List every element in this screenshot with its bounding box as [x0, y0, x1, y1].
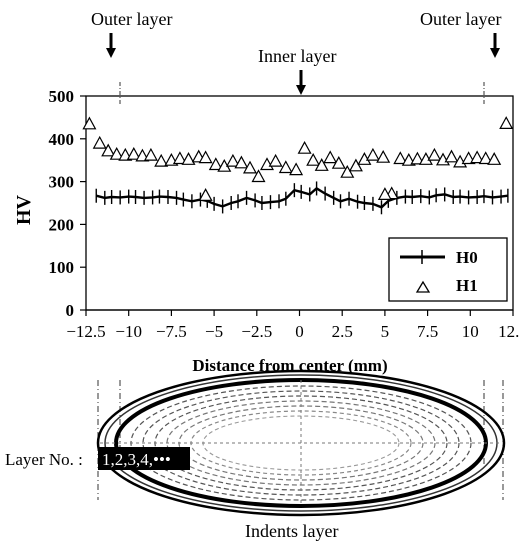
- legend: H0 H1: [388, 237, 508, 302]
- series-h1-point: [181, 152, 196, 165]
- x-tick-label: −2.5: [241, 322, 272, 341]
- series-h1-point: [82, 116, 97, 130]
- series-h1-point: [234, 155, 249, 169]
- indents-layer-label: Indents layer: [245, 521, 338, 541]
- x-tick-label: 5: [381, 322, 390, 341]
- layer-ellipse: [142, 390, 460, 496]
- x-tick-label: −7.5: [156, 322, 187, 341]
- series-h1-point: [172, 151, 187, 165]
- data-series: [82, 116, 514, 215]
- layer-no-highlight: [98, 447, 190, 470]
- y-tick-label: 500: [49, 87, 75, 106]
- series-h1-point: [306, 152, 321, 166]
- layer-ellipse: [96, 369, 506, 517]
- series-h1-point: [109, 146, 124, 160]
- series-h1-point: [331, 155, 346, 169]
- x-tick-label: −10: [115, 322, 142, 341]
- series-h1-point: [499, 116, 514, 129]
- legend-h0-label: H0: [456, 248, 478, 267]
- series-marker-point: [198, 188, 213, 201]
- series-h1-point: [365, 147, 380, 161]
- series-h1-point: [393, 151, 408, 165]
- x-tick-label: −12.5: [66, 322, 105, 341]
- series-h1-point: [348, 158, 363, 172]
- x-tick-label: 12.5: [498, 322, 519, 341]
- series-h1-point: [101, 143, 116, 157]
- x-axis-label: Distance from center (mm): [192, 356, 387, 375]
- series-h0-line: [95, 186, 509, 209]
- series-h1-point: [268, 153, 283, 167]
- x-tick-label: 10: [462, 322, 479, 341]
- y-tick-label: 300: [49, 173, 75, 192]
- series-h1-point: [323, 150, 338, 164]
- series-h1-point: [143, 147, 158, 161]
- axis-ticks: 0 100 200 300 400 500 −12.5 −10 −7.5 −5 −2.5 0 2.5 5 7…: [49, 87, 519, 341]
- series-h1-point: [289, 162, 304, 176]
- series-h1-point: [487, 152, 502, 165]
- x-tick-label: 7.5: [417, 322, 438, 341]
- x-tick-label: 0: [295, 322, 304, 341]
- series-h1-point: [242, 160, 258, 174]
- x-tick-label: −5: [205, 322, 223, 341]
- y-tick-label: 100: [49, 258, 75, 277]
- outer-layer-left-label: Outer layer: [91, 9, 172, 29]
- series-h1-point: [225, 153, 240, 167]
- series-h1-point: [410, 151, 425, 165]
- y-tick-label: 200: [49, 215, 75, 234]
- outer-layer-right-label: Outer layer: [420, 9, 501, 29]
- series-h1-point: [259, 157, 275, 171]
- series-h1-point: [444, 149, 459, 163]
- series-h1-point: [251, 169, 266, 183]
- series-h1-point: [470, 150, 485, 164]
- y-tick-label: 0: [66, 301, 75, 320]
- series-h1-point: [427, 147, 442, 161]
- series-h1-point: [340, 164, 355, 178]
- inner-layer-label: Inner layer: [258, 46, 336, 66]
- layer-no-sequence: 1,2,3,4,•••: [102, 450, 171, 469]
- series-h1-point: [314, 158, 329, 171]
- series-h1-point: [478, 151, 493, 165]
- series-h1-point: [126, 146, 141, 160]
- series-h1-point: [376, 149, 391, 163]
- legend-h1-swatch: [415, 280, 431, 293]
- y-tick-label: 400: [49, 130, 75, 149]
- legend-h1-label: H1: [456, 276, 478, 295]
- x-tick-label: 2.5: [332, 322, 353, 341]
- layer-no-label: Layer No. :: [5, 450, 83, 469]
- series-h1-point: [92, 135, 107, 149]
- series-marker-point: [377, 187, 392, 200]
- series-h1-point: [198, 150, 213, 164]
- series-h1-point: [297, 140, 312, 154]
- series-h1-point: [278, 160, 293, 174]
- legend-box: [388, 237, 508, 302]
- y-axis-label: HV: [13, 194, 35, 225]
- series-h1-point: [208, 157, 223, 171]
- series-h1-point: [154, 153, 169, 167]
